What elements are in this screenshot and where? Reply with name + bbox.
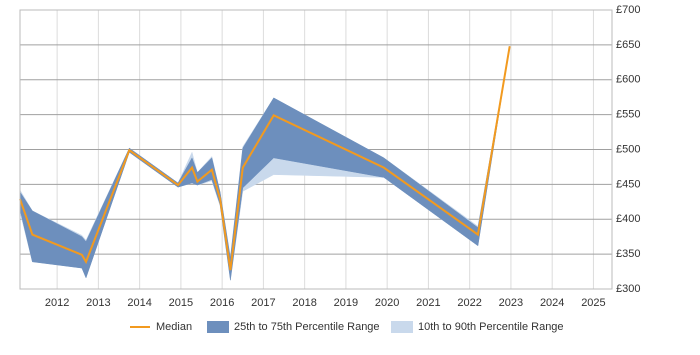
legend-label: 25th to 75th Percentile Range: [234, 321, 380, 333]
x-tick-label: 2018: [292, 297, 316, 309]
x-tick-label: 2015: [169, 297, 193, 309]
x-tick-label: 2021: [416, 297, 440, 309]
legend-label: Median: [156, 321, 192, 333]
x-tick-label: 2024: [540, 297, 564, 309]
legend-swatch: [207, 321, 229, 333]
x-tick-label: 2022: [457, 297, 481, 309]
x-tick-label: 2017: [251, 297, 275, 309]
y-tick-label: £650: [616, 39, 640, 51]
y-tick-label: £400: [616, 213, 640, 225]
x-tick-label: 2013: [86, 297, 110, 309]
plot-frame: [19, 9, 613, 290]
y-tick-label: £600: [616, 74, 640, 86]
y-tick-label: £300: [616, 283, 640, 295]
x-tick-label: 2012: [45, 297, 69, 309]
x-tick-label: 2019: [334, 297, 358, 309]
x-tick-label: 2014: [127, 297, 151, 309]
y-tick-label: £550: [616, 109, 640, 121]
y-tick-label: £350: [616, 248, 640, 260]
x-tick-label: 2020: [375, 297, 399, 309]
x-tick-label: 2025: [581, 297, 605, 309]
median-line: [19, 46, 511, 271]
y-tick-label: £700: [616, 4, 640, 16]
legend-swatch: [391, 321, 413, 333]
y-tick-label: £450: [616, 178, 640, 190]
legend-label: 10th to 90th Percentile Range: [418, 321, 564, 333]
x-tick-label: 2023: [499, 297, 523, 309]
x-tick-label: 2016: [210, 297, 234, 309]
y-tick-label: £500: [616, 143, 640, 155]
